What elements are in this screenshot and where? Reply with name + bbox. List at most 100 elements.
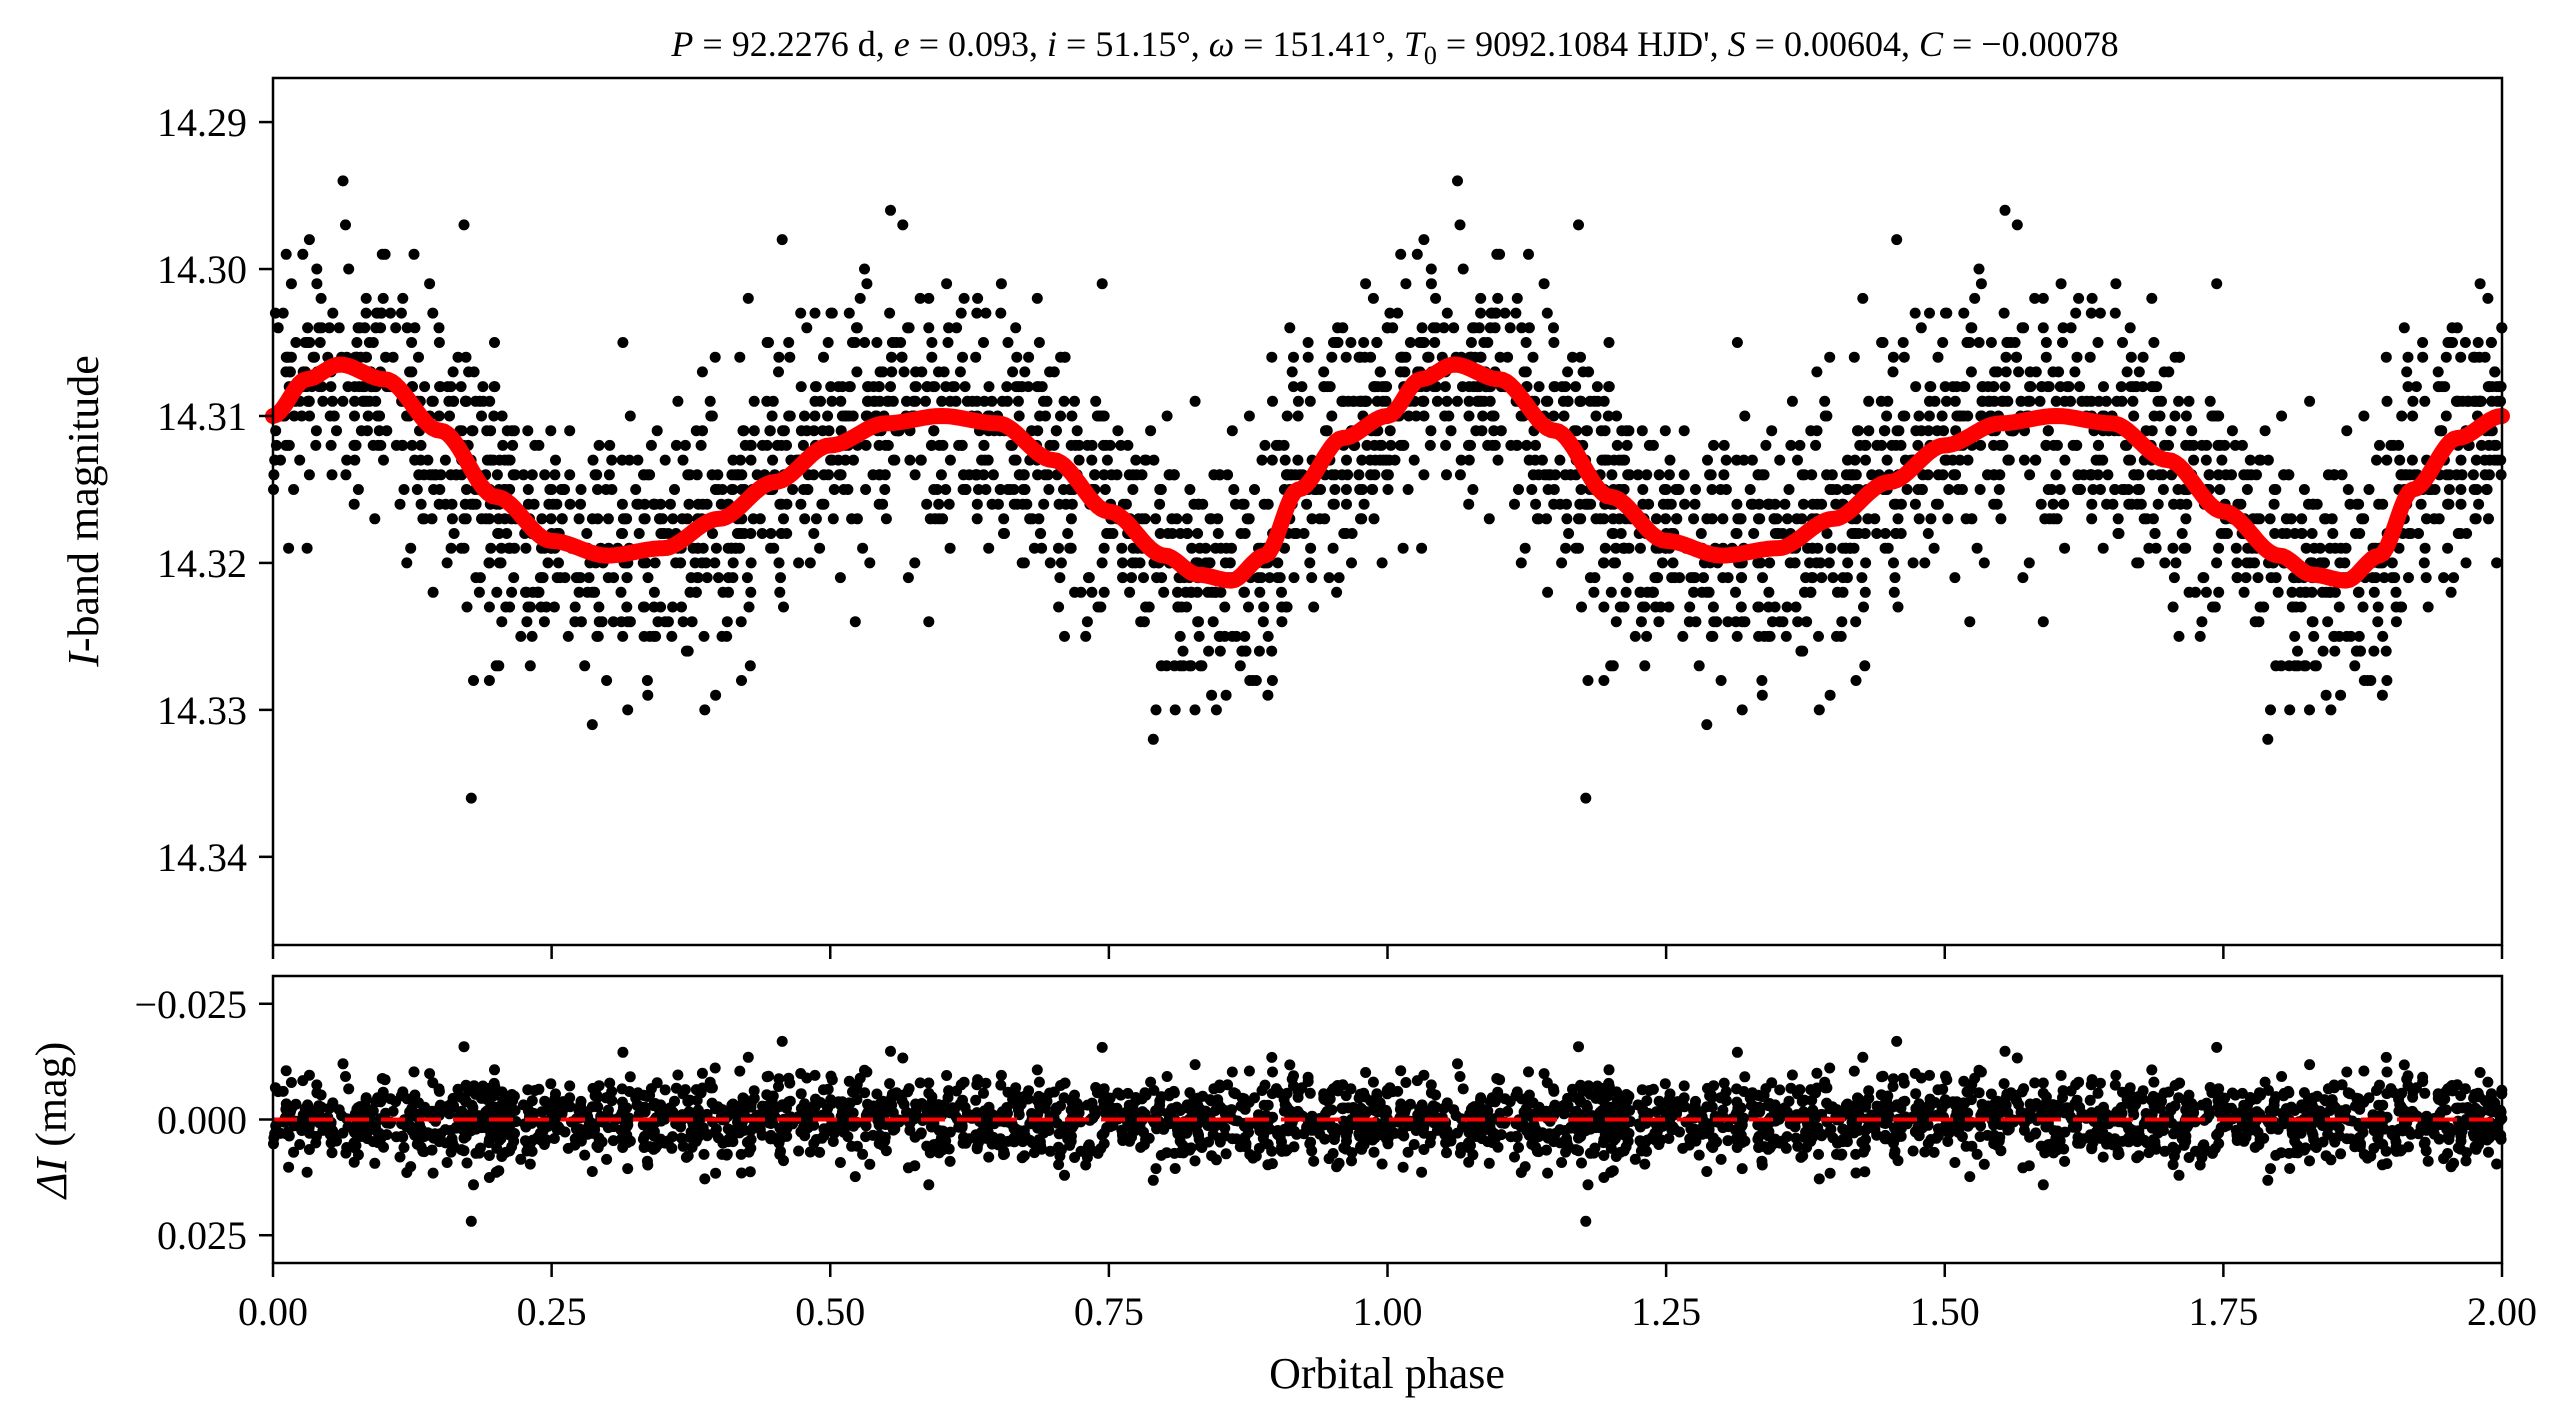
light-curve-point	[910, 366, 922, 378]
light-curve-point	[2024, 395, 2036, 407]
light-curve-point	[1824, 351, 1836, 363]
light-curve-point	[1739, 410, 1751, 422]
light-curve-point	[2000, 366, 2012, 378]
light-curve-point	[970, 351, 982, 363]
light-curve-point	[1340, 528, 1352, 539]
light-curve-point	[1321, 425, 1333, 437]
light-curve-point	[1925, 513, 1937, 525]
light-curve-point	[1150, 704, 1162, 716]
light-curve-point	[1619, 542, 1630, 554]
light-curve-point	[1611, 439, 1623, 451]
light-curve-point	[1567, 351, 1578, 363]
residual-point	[944, 1155, 956, 1167]
light-curve-point	[520, 542, 532, 554]
light-curve-point	[795, 307, 807, 319]
light-curve-point	[2231, 557, 2243, 569]
light-curve-point	[2085, 307, 2097, 319]
residual-point	[488, 1077, 500, 1089]
light-curve-point	[2442, 542, 2454, 554]
residual-point	[1425, 1079, 1437, 1091]
light-curve-point	[1429, 337, 1441, 348]
light-curve-point	[1879, 528, 1891, 539]
light-curve-point	[2100, 395, 2112, 407]
light-curve-point	[2268, 484, 2280, 495]
light-curve-point	[751, 469, 763, 481]
light-curve-point	[1879, 425, 1891, 437]
light-curve-point	[1736, 572, 1748, 584]
light-curve-point	[581, 528, 593, 539]
residual-point	[774, 1122, 786, 1134]
light-curve-point	[1941, 307, 1953, 319]
light-curve-point	[2180, 513, 2192, 525]
light-curve-point	[2109, 307, 2121, 319]
light-curve-point	[1811, 366, 1823, 378]
light-curve-point	[1327, 498, 1339, 510]
light-curve-point	[648, 586, 660, 598]
light-curve-point	[1292, 395, 1304, 407]
light-curve-point	[360, 307, 372, 319]
light-curve-point	[2094, 484, 2106, 495]
light-curve-point	[901, 395, 912, 407]
light-curve-point	[1928, 542, 1940, 554]
light-curve-point	[1239, 586, 1250, 598]
light-curve-point	[1901, 484, 1913, 495]
light-curve-point	[1923, 410, 1935, 422]
light-curve-point	[327, 395, 338, 407]
light-curve-point	[1643, 439, 1655, 451]
residual-point	[1411, 1075, 1423, 1087]
light-curve-point	[1484, 395, 1496, 407]
light-curve-point	[2390, 616, 2402, 628]
light-curve-point	[2201, 439, 2213, 451]
light-curve-point	[1463, 439, 1475, 451]
light-curve-point	[1150, 513, 1162, 525]
light-curve-point	[2459, 337, 2471, 348]
light-curve-point	[787, 484, 799, 495]
light-curve-point	[2396, 410, 2408, 422]
residual-point	[1971, 1148, 1983, 1160]
light-curve-point	[1005, 439, 1017, 451]
light-curve-point	[1760, 439, 1772, 451]
residual-point	[1392, 1085, 1404, 1097]
residual-point	[2259, 1076, 2271, 1088]
residual-point	[773, 1081, 784, 1092]
light-curve-point	[814, 542, 826, 554]
light-curve-point	[2325, 704, 2337, 716]
light-curve-point	[684, 469, 696, 481]
light-curve-point	[1792, 616, 1804, 628]
light-curve-point	[640, 557, 652, 569]
light-curve-point	[447, 366, 459, 378]
light-curve-point	[1126, 572, 1137, 584]
light-curve-point	[815, 395, 826, 407]
light-curve-point	[1475, 307, 1487, 319]
light-curve-point	[854, 292, 866, 304]
light-curve-point	[2121, 366, 2133, 378]
light-curve-point	[2479, 454, 2491, 466]
light-curve-point	[372, 410, 383, 422]
residual-point	[1889, 1145, 1901, 1157]
light-curve-point	[485, 425, 497, 437]
residual-point	[2159, 1145, 2171, 1157]
light-curve-point	[2047, 366, 2059, 378]
light-curve-point	[1185, 660, 1197, 672]
light-curve-point	[536, 513, 548, 525]
light-curve-point	[1286, 366, 1298, 378]
light-curve-point	[2265, 704, 2276, 716]
light-curve-point	[1658, 484, 1670, 495]
light-curve-point	[2005, 337, 2017, 348]
light-curve-point	[1424, 439, 1436, 451]
light-curve-point	[1943, 484, 1955, 495]
light-curve-point	[2051, 513, 2063, 525]
light-curve-point	[742, 292, 754, 304]
light-curve-point	[886, 366, 898, 378]
light-curve-point	[1376, 557, 1388, 569]
light-curve-point	[1575, 395, 1587, 407]
light-curve-point	[1961, 337, 1973, 348]
light-curve-point	[2125, 454, 2137, 466]
light-curve-point	[1470, 425, 1482, 437]
light-curve-point	[1797, 645, 1809, 657]
residual-point	[885, 1045, 896, 1057]
light-curve-point	[651, 425, 663, 437]
light-curve-point	[1123, 469, 1135, 481]
light-curve-point	[1523, 248, 1534, 260]
light-curve-point	[1718, 439, 1730, 451]
